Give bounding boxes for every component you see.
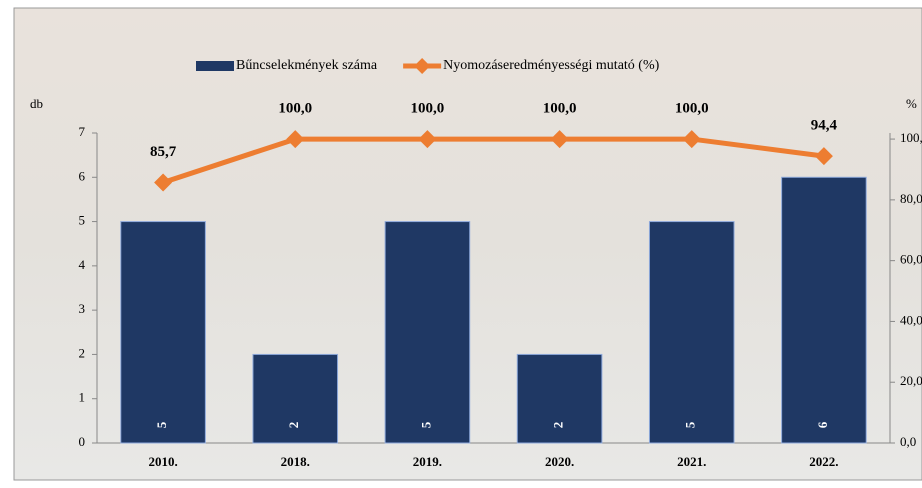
data-label: 100,0 bbox=[411, 101, 445, 117]
x-tick-label: 2010. bbox=[148, 454, 177, 469]
bar-label: 6 bbox=[815, 421, 830, 428]
data-label: 100,0 bbox=[543, 101, 577, 117]
bar bbox=[252, 353, 339, 444]
line-marker bbox=[418, 130, 437, 149]
x-tick-label: 2018. bbox=[281, 454, 310, 469]
bar bbox=[648, 221, 735, 444]
bar bbox=[516, 353, 603, 444]
y-tick-label: 3 bbox=[79, 301, 86, 316]
data-label: 94,4 bbox=[811, 118, 838, 134]
bar-label: 2 bbox=[551, 422, 566, 429]
y2-tick-label: 0,0 bbox=[900, 434, 916, 449]
line-marker bbox=[682, 130, 701, 149]
y-tick-label: 2 bbox=[79, 345, 86, 360]
y-tick-label: 4 bbox=[79, 257, 86, 272]
bar bbox=[120, 221, 206, 444]
bar-label: 5 bbox=[683, 421, 698, 428]
y-tick-label: 5 bbox=[79, 213, 86, 228]
data-label: 100,0 bbox=[675, 101, 709, 117]
bar bbox=[384, 221, 471, 444]
x-tick-label: 2021. bbox=[677, 454, 706, 469]
line-marker bbox=[286, 130, 305, 149]
y2-tick-label: 100,0 bbox=[900, 130, 922, 145]
legend-label: Bűncselekmények száma bbox=[236, 58, 378, 73]
y-tick-label: 0 bbox=[79, 434, 86, 449]
y2-tick-label: 60,0 bbox=[900, 252, 922, 267]
legend-label: Nyomozáseredményességi mutató (%) bbox=[443, 58, 659, 73]
y2-axis-label: % bbox=[906, 96, 917, 111]
x-tick-label: 2019. bbox=[413, 454, 442, 469]
y2-tick-label: 40,0 bbox=[900, 312, 922, 327]
y-tick-label: 6 bbox=[79, 168, 86, 183]
bar bbox=[781, 176, 867, 444]
legend-swatch bbox=[414, 58, 431, 74]
y2-tick-label: 20,0 bbox=[900, 373, 922, 388]
data-label: 85,7 bbox=[150, 144, 177, 160]
line bbox=[162, 136, 825, 185]
data-label: 100,0 bbox=[278, 101, 312, 117]
x-tick-label: 2022. bbox=[809, 454, 838, 469]
bar-label: 5 bbox=[154, 421, 169, 428]
line-marker bbox=[154, 173, 173, 192]
y-tick-label: 1 bbox=[79, 390, 86, 405]
legend-swatch bbox=[196, 61, 234, 71]
y-axis-label: db bbox=[30, 96, 43, 111]
line-marker bbox=[814, 147, 833, 166]
bar-label: 2 bbox=[286, 422, 301, 429]
bar-label: 5 bbox=[418, 421, 433, 428]
y2-tick-label: 80,0 bbox=[900, 191, 922, 206]
x-tick-label: 2020. bbox=[545, 454, 574, 469]
y-tick-label: 7 bbox=[79, 124, 86, 139]
line-marker bbox=[550, 130, 569, 149]
